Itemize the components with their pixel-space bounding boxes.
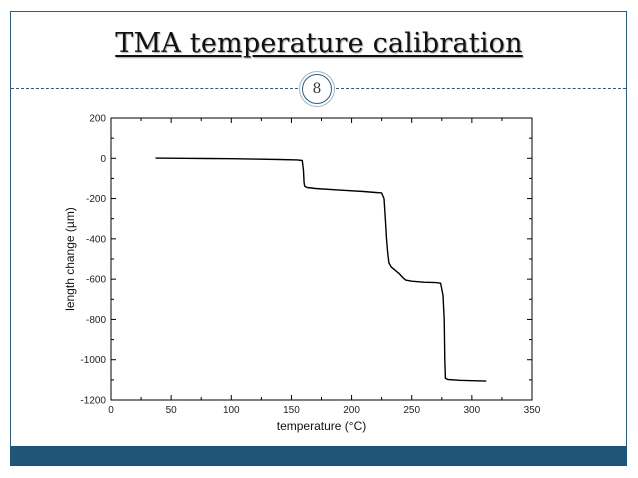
- y-tick-label: -600: [86, 275, 106, 286]
- title-divider-right: [336, 88, 626, 89]
- title-divider-left: [11, 88, 303, 89]
- footer-bar: [10, 446, 627, 466]
- y-tick-label: 0: [100, 154, 106, 165]
- slide-title: TMA temperature calibration: [115, 28, 523, 59]
- x-tick-label: 350: [524, 405, 541, 416]
- page-number-badge: 8: [302, 74, 332, 104]
- plot-frame: [110, 117, 533, 401]
- y-tick-label: -1200: [80, 396, 106, 407]
- x-axis-label: temperature (°C): [277, 419, 367, 433]
- x-tick-label: 150: [283, 405, 300, 416]
- y-tick-label: -1000: [80, 355, 106, 366]
- x-tick-label: 200: [343, 405, 360, 416]
- x-tick-label: 100: [223, 405, 240, 416]
- x-tick-label: 50: [166, 405, 178, 416]
- y-tick-label: -200: [86, 194, 106, 205]
- y-tick-label: -400: [86, 234, 106, 245]
- y-tick-label: 200: [89, 114, 106, 125]
- x-tick-label: 0: [108, 405, 114, 416]
- y-axis-label: length change (µm): [63, 207, 77, 311]
- y-tick-label: -800: [86, 315, 106, 326]
- x-tick-label: 250: [403, 405, 420, 416]
- series-line-0: [155, 157, 487, 382]
- x-tick-label: 300: [464, 405, 481, 416]
- chart-plot-group: 0 50 100 150 200 250 300 350 -1200 -1000 -800 -600 -…: [63, 114, 541, 434]
